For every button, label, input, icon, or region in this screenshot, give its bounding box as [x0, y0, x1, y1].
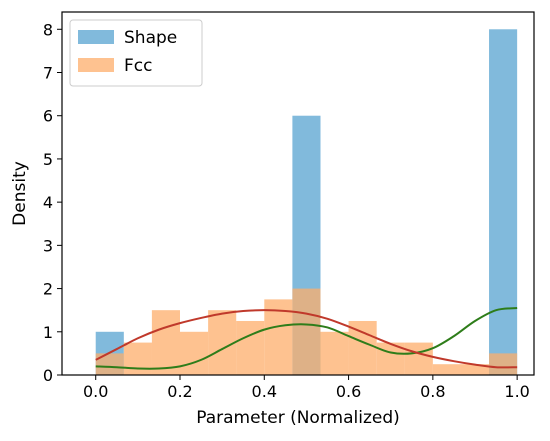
x-tick-label-5: 1.0: [504, 382, 529, 401]
fcc-bars: [95, 288, 518, 375]
y-tick-label-5: 5: [43, 150, 53, 169]
plot-frame: [61, 11, 535, 376]
x-tick-label-4: 0.8: [420, 382, 445, 401]
x-tick-label-2: 0.4: [252, 382, 277, 401]
fcc-bar-4: [208, 310, 237, 375]
fcc-bar-1: [123, 342, 152, 375]
fcc-bar-3: [180, 331, 209, 375]
fcc-bar-13: [460, 364, 490, 375]
fcc-bar-2: [151, 310, 180, 375]
legend-swatch-fcc: [78, 58, 114, 72]
fcc-bar-7: [292, 288, 321, 375]
fcc-bar-0: [95, 353, 124, 375]
density-curve-1: [95, 309, 518, 369]
x-tick-label-0: 0.0: [83, 382, 108, 401]
fcc-bar-5: [236, 320, 265, 375]
x-axis-ticks: 0.0 0.2 0.4 0.6 0.8 1.0: [83, 375, 530, 401]
fcc-bar-12: [432, 364, 461, 375]
legend-label-fcc: Fcc: [124, 56, 152, 76]
y-tick-label-1: 1: [43, 323, 53, 342]
fcc-bar-14: [489, 353, 518, 375]
y-tick-label-0: 0: [43, 366, 53, 385]
x-axis-label: Parameter (Normalized): [196, 408, 400, 428]
legend-swatch-shape: [78, 30, 114, 44]
shape-bar-2: [489, 29, 518, 376]
y-axis-label: Density: [10, 161, 30, 226]
x-tick-label-3: 0.6: [336, 382, 361, 401]
density-curve-0: [95, 307, 518, 370]
legend-label-shape: Shape: [124, 28, 177, 48]
y-tick-label-7: 7: [43, 64, 53, 83]
density-curves: [95, 307, 518, 370]
fcc-bar-11: [404, 342, 433, 375]
y-tick-label-3: 3: [43, 236, 53, 255]
y-tick-label-2: 2: [43, 280, 53, 299]
fcc-bar-8: [320, 331, 349, 375]
x-tick-label-1: 0.2: [167, 382, 192, 401]
y-tick-label-6: 6: [43, 107, 53, 126]
legend: Shape Fcc: [69, 19, 203, 87]
fcc-bar-9: [348, 320, 377, 375]
y-tick-label-8: 8: [43, 20, 53, 39]
y-axis-ticks: 0 1 2 3 4 5 6 7 8: [43, 20, 62, 385]
y-tick-label-4: 4: [43, 193, 53, 212]
